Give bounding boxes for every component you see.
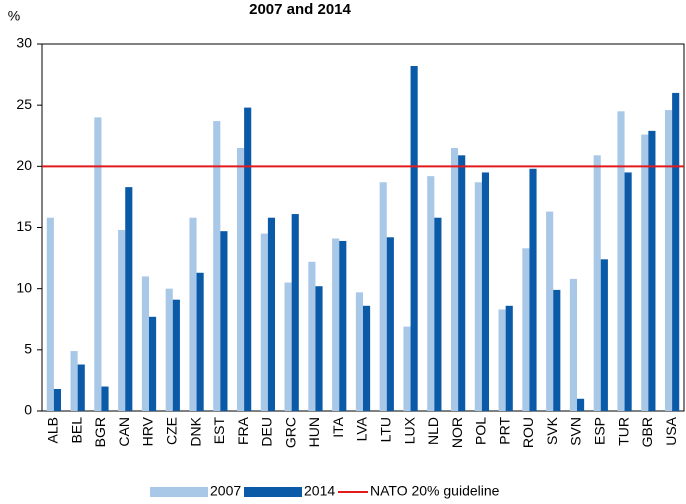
bar	[284, 282, 292, 411]
bar	[434, 217, 442, 411]
bar	[53, 388, 62, 411]
x-tick-label: LVA	[354, 416, 370, 441]
bar	[410, 66, 418, 412]
y-tick-label: 15	[16, 218, 32, 234]
x-tick-label: LTU	[377, 417, 393, 442]
y-axis-label: %	[8, 8, 20, 24]
x-tick-label: GBR	[639, 417, 655, 447]
bar	[672, 92, 680, 411]
bar	[481, 172, 490, 411]
legend-swatch	[150, 487, 208, 497]
y-tick-label: 10	[16, 279, 32, 295]
bar	[94, 117, 102, 412]
bar	[172, 299, 180, 411]
x-tick-label: TUR	[615, 417, 631, 446]
bar	[339, 240, 347, 411]
bar	[474, 182, 482, 411]
bar	[189, 217, 197, 411]
x-tick-label: DEU	[259, 417, 275, 447]
x-tick-label: POL	[473, 417, 489, 445]
x-tick-label: FRA	[235, 416, 251, 445]
x-tick-label: ROU	[520, 417, 536, 448]
bar	[379, 182, 387, 411]
bar	[664, 110, 673, 411]
x-tick-label: BGR	[92, 417, 108, 447]
legend-label: 2007	[210, 483, 241, 499]
bar	[308, 261, 316, 411]
x-tick-label: NOR	[449, 417, 465, 448]
x-tick-label: PRT	[496, 417, 512, 445]
bar	[529, 168, 537, 411]
x-tick-label: ITA	[330, 416, 346, 437]
bar	[546, 211, 554, 411]
y-tick-label: 5	[24, 341, 32, 357]
bar	[458, 155, 466, 411]
legend-label: NATO 20% guideline	[370, 483, 500, 499]
x-tick-label: NLD	[425, 417, 441, 445]
bar	[70, 351, 78, 411]
bar	[450, 147, 459, 411]
bar	[125, 187, 133, 411]
y-tick-label: 0	[24, 402, 32, 418]
x-tick-label: LUX	[401, 416, 417, 444]
x-tick-label: CAN	[116, 417, 132, 447]
bar	[386, 237, 394, 411]
x-tick-label: BEL	[68, 417, 84, 444]
bar	[244, 107, 252, 411]
bar	[220, 231, 228, 411]
y-tick-label: 25	[16, 96, 32, 112]
y-tick-label: 30	[16, 35, 32, 51]
bar	[498, 309, 506, 411]
bar	[624, 172, 632, 411]
x-tick-label: SVK	[544, 416, 560, 445]
x-tick-label: HRV	[140, 416, 156, 446]
legend-swatch	[244, 487, 302, 497]
bar	[617, 111, 625, 412]
bar	[149, 316, 157, 411]
bar	[46, 217, 54, 411]
x-tick-label: SVN	[568, 417, 584, 446]
bar	[236, 147, 245, 411]
bar	[267, 217, 276, 411]
x-tick-label: USA	[663, 416, 679, 445]
bar	[196, 272, 204, 411]
bar	[332, 238, 340, 411]
x-tick-label: CZE	[163, 417, 179, 445]
x-tick-label: ALB	[45, 417, 61, 443]
bar	[213, 121, 221, 411]
bar	[648, 130, 656, 411]
x-tick-label: ESP	[591, 417, 607, 445]
bar	[355, 292, 363, 411]
legend-label: 2014	[304, 483, 335, 499]
bar	[641, 134, 649, 411]
bar	[427, 176, 435, 411]
bar	[118, 229, 126, 411]
bar	[260, 233, 268, 411]
bar	[403, 326, 411, 411]
y-tick-label: 20	[16, 157, 32, 173]
bar	[315, 286, 323, 411]
bar	[141, 276, 149, 411]
x-tick-label: HUN	[306, 417, 322, 447]
bar	[569, 278, 577, 411]
x-tick-label: EST	[211, 417, 227, 445]
bar	[577, 398, 585, 411]
bar	[593, 155, 601, 411]
bar	[363, 305, 371, 411]
bar	[553, 289, 561, 411]
bar	[505, 305, 513, 411]
x-tick-label: GRC	[282, 417, 298, 448]
x-tick-label: DNK	[187, 416, 203, 446]
bar	[291, 214, 299, 411]
bar	[77, 364, 85, 411]
bar	[600, 259, 608, 411]
chart-title: 2007 and 2014	[249, 1, 351, 18]
bar	[522, 248, 530, 411]
bar	[101, 386, 109, 411]
bar	[165, 288, 173, 411]
